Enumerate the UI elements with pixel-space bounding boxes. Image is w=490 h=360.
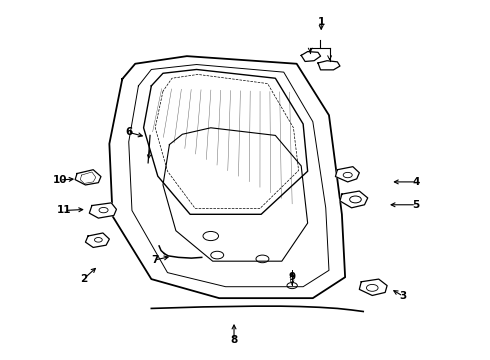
Polygon shape (301, 51, 320, 62)
Polygon shape (336, 167, 359, 182)
Text: 5: 5 (413, 200, 420, 210)
Text: 7: 7 (151, 255, 158, 265)
Polygon shape (340, 191, 368, 208)
Text: 6: 6 (125, 127, 132, 138)
Text: 3: 3 (400, 291, 407, 301)
Text: 8: 8 (230, 335, 238, 345)
Text: 2: 2 (80, 274, 87, 284)
Polygon shape (318, 61, 340, 70)
Text: 11: 11 (57, 206, 72, 216)
Polygon shape (75, 170, 101, 185)
Text: 1: 1 (318, 17, 325, 27)
Polygon shape (89, 203, 117, 218)
Polygon shape (359, 279, 387, 296)
Text: 10: 10 (52, 175, 67, 185)
Text: 4: 4 (413, 177, 420, 187)
Text: 9: 9 (289, 272, 296, 282)
Polygon shape (85, 233, 109, 247)
